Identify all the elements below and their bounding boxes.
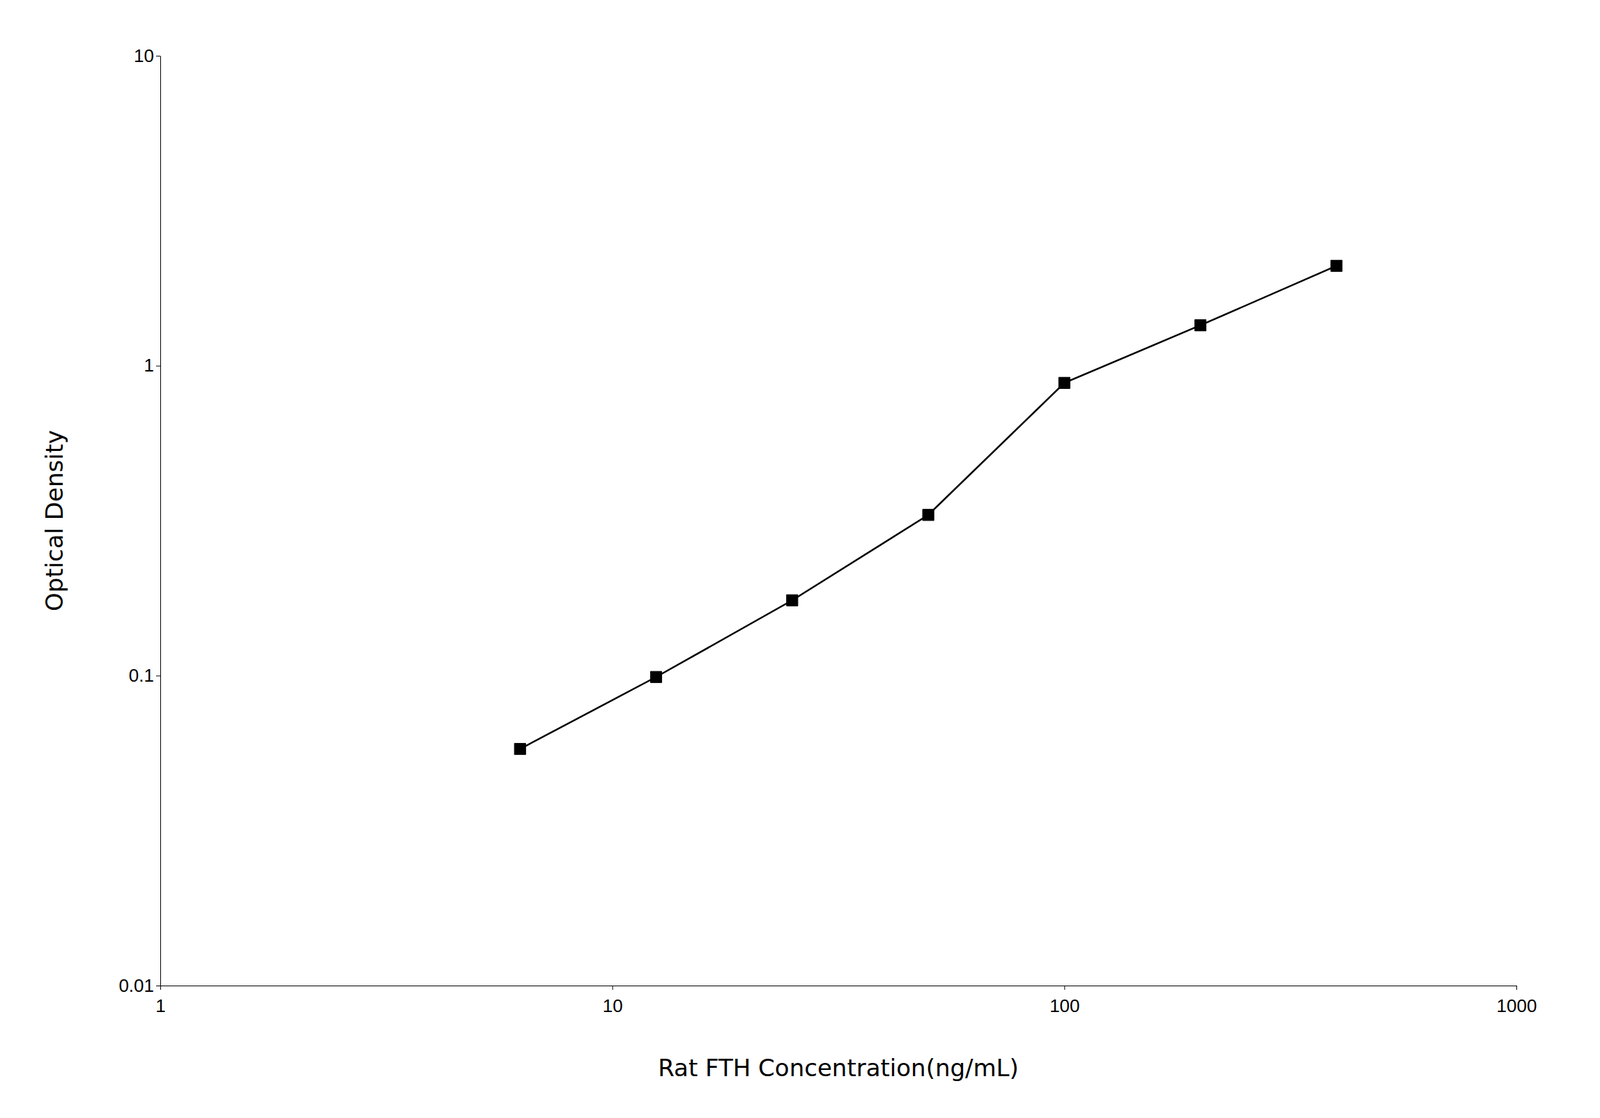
data-point (514, 742, 526, 755)
y-tick-label: 0.1 (128, 664, 155, 686)
y-tick-label: 0.01 (118, 974, 155, 996)
y-tick: 0.1 (128, 664, 161, 686)
plot-area: 1 10 100 1000 0.01 0.1 1 10 (118, 45, 1537, 1017)
series (514, 259, 1343, 755)
x-tick-label: 100 (1049, 995, 1080, 1017)
y-axis-line (160, 56, 161, 987)
x-axis-line (160, 985, 1518, 987)
x-tick-mark (1064, 985, 1065, 990)
x-tick: 1000 (1496, 985, 1538, 1017)
y-tick-mark (156, 675, 161, 676)
x-tick: 100 (1049, 985, 1080, 1017)
y-tick-mark (156, 985, 161, 987)
series-line (519, 265, 1337, 749)
y-axis-title: Optical Density (40, 429, 69, 612)
x-axis-title: Rat FTH Concentration(ng/mL) (657, 1053, 1019, 1082)
y-tick-label: 10 (133, 45, 155, 67)
data-point (922, 509, 934, 521)
x-tick-mark (160, 985, 161, 990)
data-point (1331, 259, 1343, 272)
y-tick-mark (156, 365, 161, 367)
y-tick: 1 (144, 354, 161, 376)
x-tick: 1 (155, 985, 166, 1017)
y-tick-mark (156, 55, 161, 57)
data-point (1058, 377, 1070, 389)
data-point (786, 594, 798, 606)
data-point (1195, 319, 1207, 332)
y-tick: 10 (133, 45, 161, 67)
y-tick-label: 1 (144, 354, 155, 376)
x-axis: 1 10 100 1000 (155, 985, 1537, 1017)
x-tick-mark (612, 985, 614, 990)
y-tick: 0.01 (118, 974, 161, 996)
x-tick-label: 1000 (1496, 995, 1538, 1017)
y-axis: 0.01 0.1 1 10 (118, 45, 161, 996)
x-tick-label: 10 (602, 995, 623, 1017)
data-point (650, 671, 662, 683)
x-tick: 10 (602, 985, 623, 1017)
x-tick-mark (1516, 985, 1518, 990)
x-tick-label: 1 (155, 995, 166, 1017)
chart: 1 10 100 1000 0.01 0.1 1 10 Rat FTH Concentratio… (0, 0, 1600, 1118)
